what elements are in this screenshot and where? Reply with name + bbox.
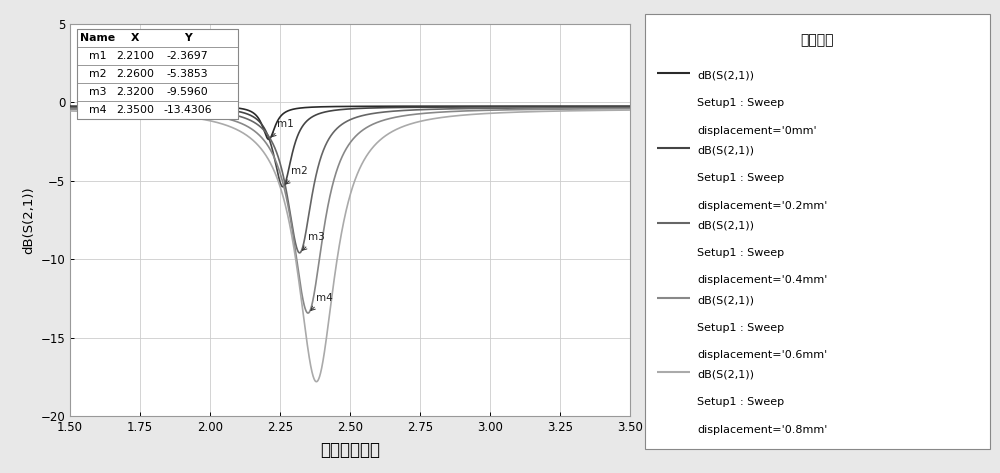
Text: Setup1 : Sweep: Setup1 : Sweep — [697, 173, 784, 183]
Text: 曲线信息: 曲线信息 — [801, 33, 834, 47]
Text: 2.2100: 2.2100 — [116, 51, 154, 61]
Text: m3: m3 — [89, 87, 106, 97]
Text: displacement='0.4mm': displacement='0.4mm' — [697, 275, 827, 285]
Bar — [77, 29, 238, 119]
Text: displacement='0.6mm': displacement='0.6mm' — [697, 350, 827, 360]
Text: displacement='0mm': displacement='0mm' — [697, 126, 817, 136]
Text: m1: m1 — [89, 51, 106, 61]
Y-axis label: dB(S(2,1)): dB(S(2,1)) — [22, 186, 35, 254]
Text: m4: m4 — [311, 292, 333, 310]
Text: m3: m3 — [302, 232, 325, 250]
Text: X: X — [131, 33, 139, 43]
Text: Setup1 : Sweep: Setup1 : Sweep — [697, 98, 784, 108]
Text: displacement='0.2mm': displacement='0.2mm' — [697, 201, 827, 210]
Text: m2: m2 — [89, 69, 106, 79]
Text: Setup1 : Sweep: Setup1 : Sweep — [697, 248, 784, 258]
Text: Setup1 : Sweep: Setup1 : Sweep — [697, 323, 784, 333]
Text: m2: m2 — [286, 166, 308, 184]
Text: 2.3500: 2.3500 — [116, 105, 154, 115]
Text: dB(S(2,1)): dB(S(2,1)) — [697, 71, 754, 81]
X-axis label: 频率（兆赫）: 频率（兆赫） — [320, 441, 380, 459]
Text: -13.4306: -13.4306 — [163, 105, 212, 115]
Text: m1: m1 — [272, 119, 294, 137]
Text: 2.2600: 2.2600 — [116, 69, 154, 79]
Text: dB(S(2,1)): dB(S(2,1)) — [697, 146, 754, 156]
Text: displacement='0.8mm': displacement='0.8mm' — [697, 425, 827, 435]
Text: Name: Name — [80, 33, 115, 43]
Text: -2.3697: -2.3697 — [167, 51, 208, 61]
Text: dB(S(2,1)): dB(S(2,1)) — [697, 370, 754, 380]
Text: 2.3200: 2.3200 — [116, 87, 154, 97]
Text: m4: m4 — [89, 105, 106, 115]
Text: dB(S(2,1)): dB(S(2,1)) — [697, 220, 754, 230]
Text: dB(S(2,1)): dB(S(2,1)) — [697, 295, 754, 305]
Text: -9.5960: -9.5960 — [167, 87, 208, 97]
Text: Setup1 : Sweep: Setup1 : Sweep — [697, 397, 784, 407]
Text: -5.3853: -5.3853 — [167, 69, 208, 79]
Text: Y: Y — [184, 33, 191, 43]
